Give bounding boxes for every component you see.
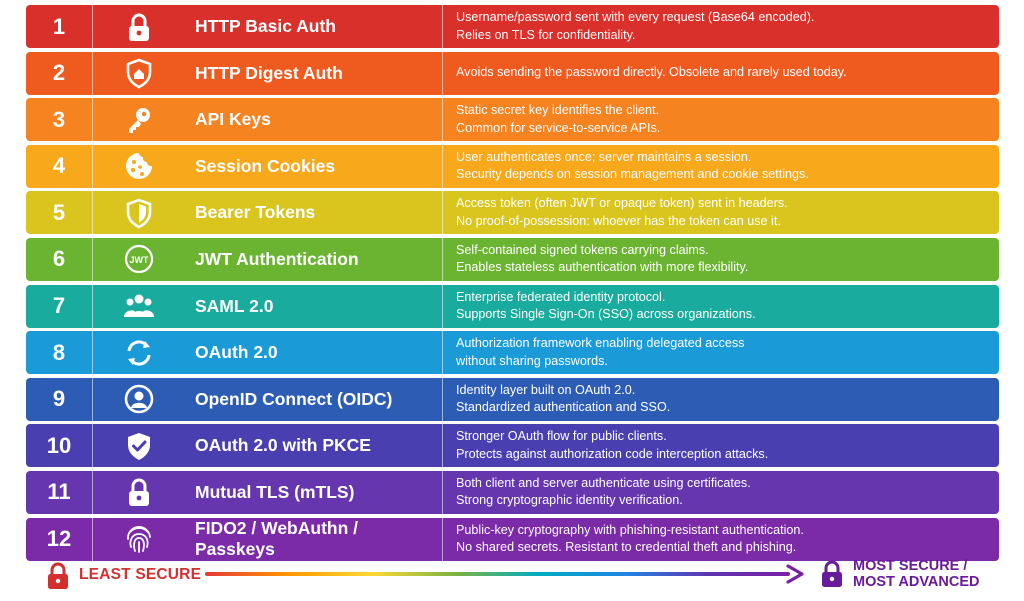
row-number: 12 (26, 517, 93, 561)
method-description: Identity layer built on OAuth 2.0. Standa… (443, 378, 999, 421)
row-number: 9 (26, 377, 93, 421)
description-line: Identity layer built on OAuth 2.0. (456, 382, 636, 397)
table-row: 11 Mutual TLS (mTLS) Both client and serve… (26, 470, 999, 514)
table-row: 8 OAuth 2.0 Authorization framework enabli… (26, 331, 999, 375)
table-row: 3 API Keys Static secret key identifies th… (26, 98, 999, 142)
table-row: 4 Session Cookies User authenticates once;… (26, 144, 999, 188)
method-description: User authenticates once; server maintain… (443, 145, 999, 188)
description-line: Username/password sent with every reques… (456, 10, 815, 24)
lock-icon (93, 471, 185, 514)
lock-icon (822, 560, 842, 587)
table-row: 10 OAuth 2.0 with PKCE Stronger OAuth flow… (26, 424, 999, 468)
method-name: API Keys (185, 98, 443, 142)
description-line: Access token (often JWT or opaque token)… (456, 196, 788, 211)
row-number: 7 (26, 284, 93, 328)
shield-house-icon (93, 52, 185, 95)
description-line: Stronger OAuth flow for public clients. (456, 429, 667, 444)
row-number: 8 (26, 331, 93, 375)
row-number: 4 (26, 144, 93, 188)
description-line: Common for service-to-service APIs. (456, 120, 661, 135)
table-row: 5 Bearer Tokens Access token (often JWT or… (26, 191, 999, 235)
lock-icon (93, 5, 185, 48)
row-number: 11 (26, 470, 93, 514)
description-line: Avoids sending the password directly. Ob… (456, 65, 847, 80)
method-description: Authorization framework enabling delegat… (443, 331, 999, 374)
shield-check-icon (93, 424, 185, 467)
method-name: FIDO2 / WebAuthn / Passkeys (185, 517, 443, 561)
method-name: Mutual TLS (mTLS) (185, 470, 443, 514)
description-line: Public-key cryptography with phishing-re… (456, 522, 804, 537)
method-name: OAuth 2.0 with PKCE (185, 424, 443, 468)
method-description: Public-key cryptography with phishing-re… (443, 518, 999, 561)
row-number: 5 (26, 191, 93, 235)
description-line: Self-contained signed tokens carrying cl… (456, 242, 709, 257)
row-number: 10 (26, 424, 93, 468)
method-name: OAuth 2.0 (185, 331, 443, 375)
method-description: Stronger OAuth flow for public clients. P… (443, 424, 999, 467)
description-line: Static secret key identifies the client. (456, 103, 659, 118)
method-name: SAML 2.0 (185, 284, 443, 328)
security-scale: LEAST SECURE MOST SECURE / MOST ADVANCED (0, 556, 1024, 601)
row-number: 3 (26, 98, 93, 142)
method-description: Avoids sending the password directly. Ob… (443, 52, 999, 95)
shield-icon (93, 191, 185, 234)
security-gradient-arrow (205, 572, 790, 576)
row-number: 2 (26, 51, 93, 95)
description-line: Authorization framework enabling delegat… (456, 336, 745, 351)
row-number: 1 (26, 5, 93, 48)
table-row: 9 OpenID Connect (OIDC) Identity layer bui… (26, 377, 999, 421)
method-name: Bearer Tokens (185, 191, 443, 235)
method-description: Both client and server authenticate usin… (443, 471, 999, 514)
description-line: No proof-of-possession: whoever has the … (456, 213, 781, 228)
method-description: Static secret key identifies the client.… (443, 98, 999, 141)
method-name: OpenID Connect (OIDC) (185, 377, 443, 421)
svg-text:JWT: JWT (130, 255, 150, 265)
most-secure-line1: MOST SECURE / (853, 558, 968, 574)
method-description: Enterprise federated identity protocol. S… (443, 285, 999, 328)
description-line: Enterprise federated identity protocol. (456, 289, 666, 304)
jwt-badge-icon: JWT (93, 238, 185, 281)
description-line: Protects against authorization code inte… (456, 446, 769, 461)
lock-icon (48, 562, 68, 589)
cookie-icon (93, 145, 185, 188)
description-line: without sharing passwords. (456, 353, 608, 368)
description-line: Supports Single Sign-On (SSO) across org… (456, 307, 756, 322)
table-row: 6 JWT JWT Authentication Self-contained sig… (26, 237, 999, 281)
fingerprint-icon (93, 518, 185, 561)
least-secure-label: LEAST SECURE (79, 566, 202, 583)
table-row: 12 FIDO2 / WebAuthn / Passkeys Public-key … (26, 517, 999, 561)
method-name: Session Cookies (185, 144, 443, 188)
description-line: Security depends on session management a… (456, 167, 809, 182)
method-description: Self-contained signed tokens carrying cl… (443, 238, 999, 281)
table-row: 7 SAML 2.0 Enterprise federated identity p… (26, 284, 999, 328)
table-row: 1 HTTP Basic Auth Username/password sent w… (26, 5, 999, 48)
method-name: HTTP Basic Auth (185, 5, 443, 48)
arrow-right-icon (786, 564, 804, 584)
description-line: Relies on TLS for confidentiality. (456, 27, 636, 42)
table-row: 2 HTTP Digest Auth Avoids sending the pass… (26, 51, 999, 95)
users-group-icon (93, 285, 185, 328)
description-line: Both client and server authenticate usin… (456, 475, 751, 490)
auth-methods-table: 1 HTTP Basic Auth Username/password sent w… (26, 5, 999, 564)
method-name: HTTP Digest Auth (185, 51, 443, 95)
description-line: Enables stateless authentication with mo… (456, 260, 749, 275)
refresh-icon (93, 331, 185, 374)
most-secure-label: MOST SECURE / MOST ADVANCED (853, 558, 979, 590)
description-line: No shared secrets. Resistant to credenti… (456, 540, 797, 555)
method-description: Username/password sent with every reques… (443, 5, 999, 48)
description-line: Standardized authentication and SSO. (456, 400, 671, 415)
user-circle-icon (93, 378, 185, 421)
description-line: User authenticates once; server maintain… (456, 149, 752, 164)
method-description: Access token (often JWT or opaque token)… (443, 191, 999, 234)
method-name: JWT Authentication (185, 237, 443, 281)
row-number: 6 (26, 237, 93, 281)
most-secure-line2: MOST ADVANCED (853, 574, 980, 590)
key-icon (93, 98, 185, 141)
description-line: Strong cryptographic identity verificati… (456, 493, 683, 508)
